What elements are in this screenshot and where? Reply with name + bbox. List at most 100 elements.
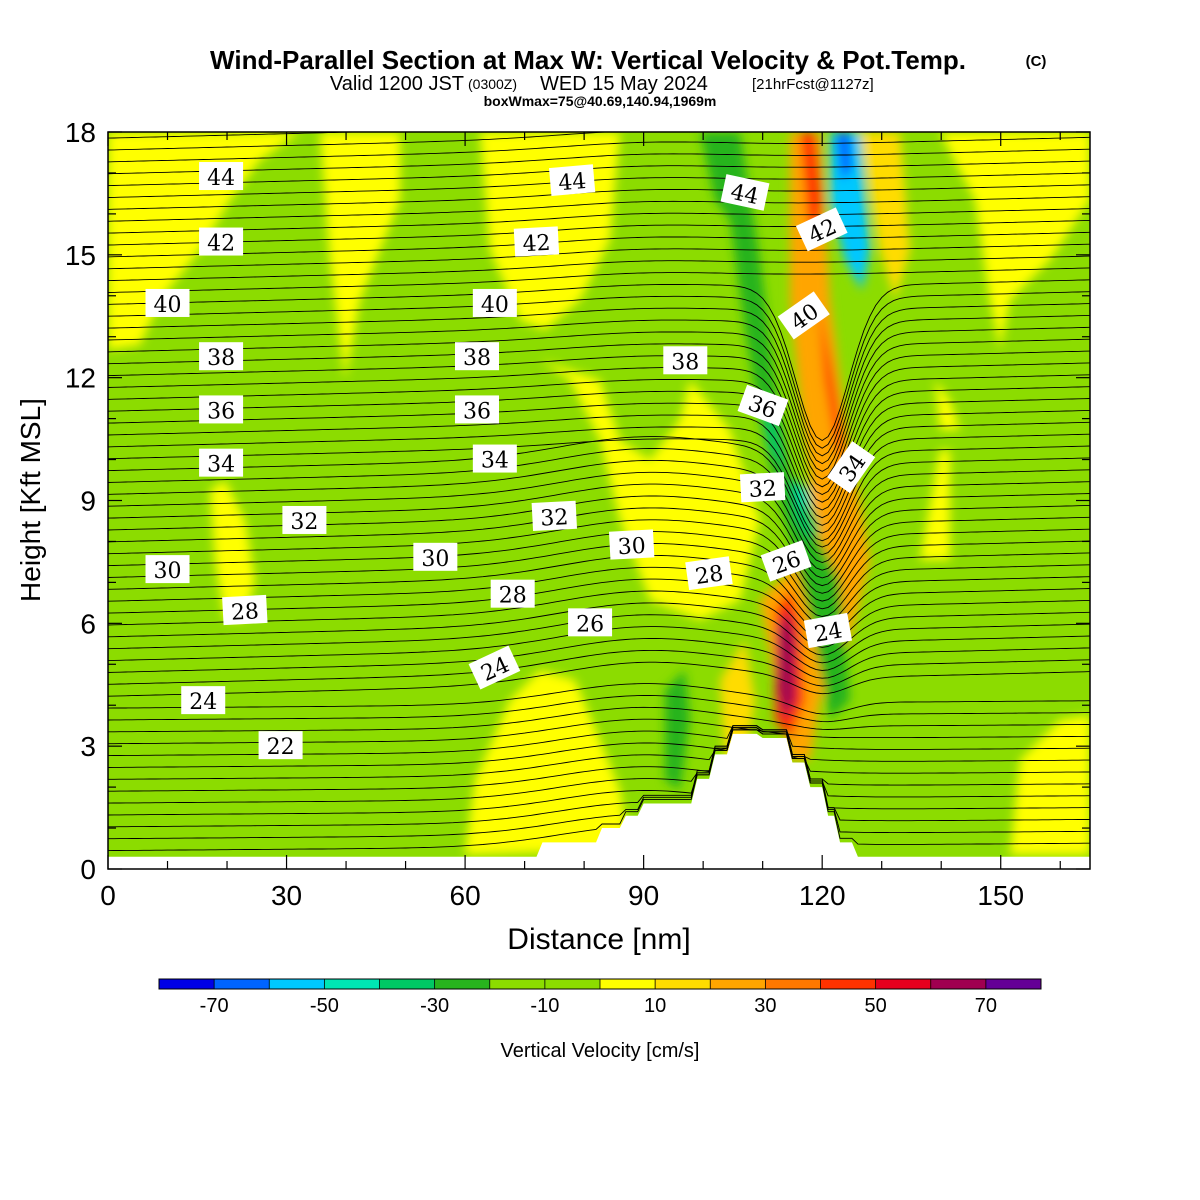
theta-contour-line <box>108 231 1090 258</box>
theta-contour-line <box>108 409 1090 526</box>
theta-contour-line <box>108 483 1090 579</box>
colorbar-tick-label: 70 <box>975 995 997 1017</box>
contour-label: 28 <box>490 579 535 609</box>
contour-label-box <box>222 594 268 626</box>
contour-label: 44 <box>720 174 770 211</box>
y-tick-label: 12 <box>65 363 96 394</box>
theta-contour-line <box>108 279 1090 442</box>
contour-label-box <box>468 645 521 690</box>
contour-label-text: 28 <box>694 561 725 590</box>
theta-contour-line <box>108 255 1090 282</box>
theta-contour-line <box>108 695 1090 723</box>
colorbar-swatch <box>655 979 711 989</box>
theta-contour-line <box>108 471 1090 571</box>
contour-label-box <box>685 556 733 591</box>
theta-contour-line <box>108 374 1090 503</box>
theta-contour-line <box>108 160 1090 187</box>
theta-contour-line <box>108 314 1090 465</box>
theta-contour-line <box>108 729 1090 816</box>
colorbar-swatch <box>379 979 436 989</box>
forecast-info: [21hrFcst@1127z] <box>752 76 874 93</box>
theta-contour-line <box>108 729 1090 780</box>
theta-contour-line <box>108 578 1090 641</box>
contour-label-text: 38 <box>671 350 699 375</box>
theta-contour-line <box>108 683 1090 715</box>
x-axis-label: Distance [nm] <box>507 923 690 956</box>
colorbar-tick-label: 10 <box>644 995 666 1017</box>
contour-label-box <box>795 207 848 252</box>
downdraft-band <box>830 132 870 290</box>
theta-contour-line <box>108 421 1090 534</box>
theta-contour-line <box>108 303 1090 457</box>
contour-label: 42 <box>199 227 244 257</box>
contour-label: 24 <box>803 612 853 649</box>
contour-label-text: 28 <box>499 584 527 609</box>
colorbar-swatch <box>930 979 987 989</box>
theta-contour-line <box>108 459 1090 563</box>
contour-label-box <box>737 384 789 427</box>
contour-label-box <box>568 608 613 637</box>
downdraft-band <box>836 132 852 180</box>
contour-label: 38 <box>454 342 499 371</box>
contour-label-box <box>199 395 244 424</box>
colorbar-label: Vertical Velocity [cm/s] <box>501 1040 700 1062</box>
colorbar-swatch <box>600 979 656 989</box>
contour-label-text: 40 <box>154 293 182 318</box>
theta-contour-line <box>108 727 1090 804</box>
colorbar-tick-label: -30 <box>420 995 449 1017</box>
theta-contour-line <box>108 519 1090 602</box>
x-tick-label: 120 <box>799 880 846 911</box>
theta-contour-line <box>108 267 1090 293</box>
y-tick-label: 9 <box>80 486 96 517</box>
contour-label-text: 42 <box>207 232 235 257</box>
contour-label-box <box>777 291 830 340</box>
contour-label-box <box>454 342 499 371</box>
contour-label-box <box>739 472 786 503</box>
contour-label-box <box>803 612 853 649</box>
updraft-region <box>860 132 910 300</box>
theta-contour-line <box>108 436 1090 548</box>
contour-label: 44 <box>548 164 596 196</box>
theta-contour-line <box>108 291 1090 449</box>
copyright-mark: (C) <box>1026 53 1047 70</box>
y-tick-label: 0 <box>80 854 96 885</box>
contour-label-text: 38 <box>463 346 491 371</box>
colorbar-tick-label: -70 <box>200 995 229 1017</box>
theta-contour-line <box>108 196 1090 222</box>
contour-label-box <box>199 342 244 371</box>
terrain-mask <box>108 733 1090 869</box>
contour-label-text: 28 <box>230 599 259 625</box>
contour-label-box <box>454 395 499 424</box>
contour-label-text: 32 <box>540 505 569 531</box>
theta-contour-line <box>108 243 1090 270</box>
colorbar-swatch <box>214 979 270 989</box>
x-tick-label: 90 <box>628 880 659 911</box>
box-info: boxWmax=75@40.69,140.94,1969m <box>484 93 717 109</box>
valid-prefix: Valid 1200 JST <box>330 73 464 95</box>
contour-label: 28 <box>685 556 733 591</box>
updraft-region <box>870 132 1090 430</box>
contour-label-text: 22 <box>267 735 295 760</box>
contour-label-text: 36 <box>463 399 491 424</box>
theta-contour-line <box>108 727 1090 768</box>
theta-contours <box>108 132 1090 852</box>
contour-label-text: 44 <box>207 166 235 191</box>
contour-label: 40 <box>472 288 517 318</box>
theta-contour-line <box>108 507 1090 594</box>
theta-contour-line <box>108 729 1090 852</box>
theta-contour-line <box>108 649 1090 687</box>
contour-label-box <box>513 226 560 257</box>
contour-label: 30 <box>145 555 190 584</box>
contour-label-text: 30 <box>617 534 646 560</box>
contour-label: 30 <box>608 529 655 560</box>
theta-contour-line <box>108 184 1090 210</box>
theta-contour-line <box>108 338 1090 480</box>
y-tick-label: 6 <box>80 608 96 639</box>
contour-label-text: 26 <box>576 612 604 637</box>
colorbar-tick-label: 30 <box>754 995 776 1017</box>
theta-contour-line <box>108 725 1090 792</box>
colorbar-swatch <box>985 979 1042 989</box>
downdraft-band <box>665 670 690 790</box>
